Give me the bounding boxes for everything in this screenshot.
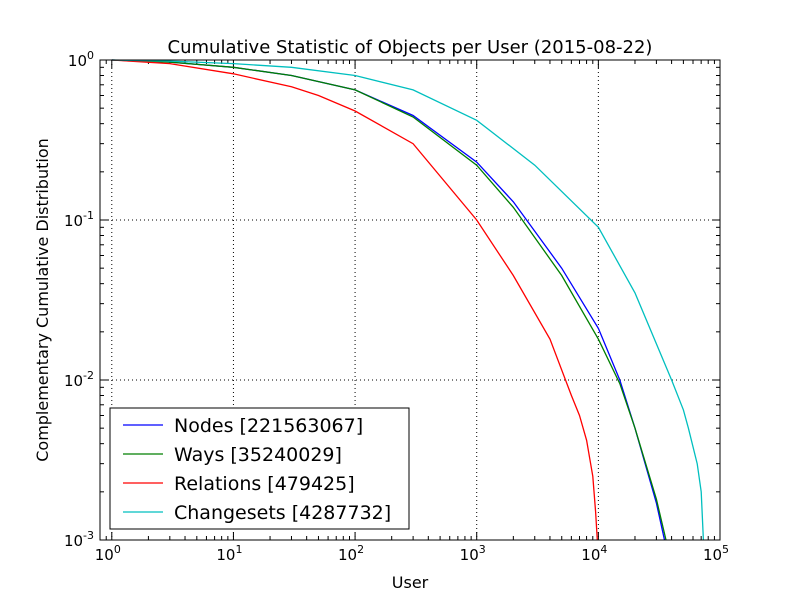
y-tick-label: 10-1 [64, 209, 94, 230]
tick-exponent: 1 [235, 543, 242, 556]
tick-base: 10 [338, 546, 357, 564]
legend: Nodes [221563067] Ways [35240029] Relation… [109, 407, 410, 530]
x-tick-label: 101 [216, 543, 242, 564]
legend-label: Ways [35240029] [174, 444, 342, 466]
tick-base: 10 [581, 546, 600, 564]
tick-base: 10 [460, 546, 479, 564]
y-tick-label: 100 [68, 49, 94, 70]
tick-base: 10 [68, 52, 87, 70]
tick-base: 10 [64, 212, 83, 230]
tick-exponent: -3 [83, 529, 94, 542]
legend-box [109, 407, 410, 530]
plot-frame [99, 59, 721, 541]
tick-base: 10 [95, 546, 114, 564]
x-tick-label: 102 [338, 543, 364, 564]
tick-exponent: 5 [722, 543, 729, 556]
chart-title: Cumulative Statistic of Objects per User… [168, 37, 653, 58]
series-line-relations [111, 59, 598, 541]
tick-base: 10 [703, 546, 722, 564]
tick-exponent: 2 [357, 543, 364, 556]
series-lines [111, 59, 705, 541]
x-tick-label: 105 [703, 543, 729, 564]
x-axis-label: User [392, 573, 429, 592]
tick-exponent: 3 [479, 543, 486, 556]
x-tick-label: 104 [581, 543, 607, 564]
legend-label: Relations [479425] [174, 473, 355, 495]
legend-label: Changesets [4287732] [174, 502, 391, 524]
y-axis-label: Complementary Cumulative Distribution [33, 138, 52, 462]
series-line-ways [111, 59, 667, 541]
x-tick-label: 103 [460, 543, 486, 564]
y-tick-label: 10-3 [64, 529, 94, 550]
series-line-changesets [111, 59, 705, 541]
tick-base: 10 [64, 372, 83, 390]
y-tick-label: 10-2 [64, 369, 94, 390]
tick-exponent: 0 [87, 49, 94, 62]
tick-base: 10 [216, 546, 235, 564]
legend-label: Nodes [221563067] [174, 415, 363, 437]
tick-exponent: -1 [83, 209, 94, 222]
tick-exponent: 4 [600, 543, 607, 556]
x-tick-label: 100 [95, 543, 121, 564]
tick-exponent: -2 [83, 369, 94, 382]
tick-exponent: 0 [114, 543, 121, 556]
tick-base: 10 [64, 532, 83, 550]
